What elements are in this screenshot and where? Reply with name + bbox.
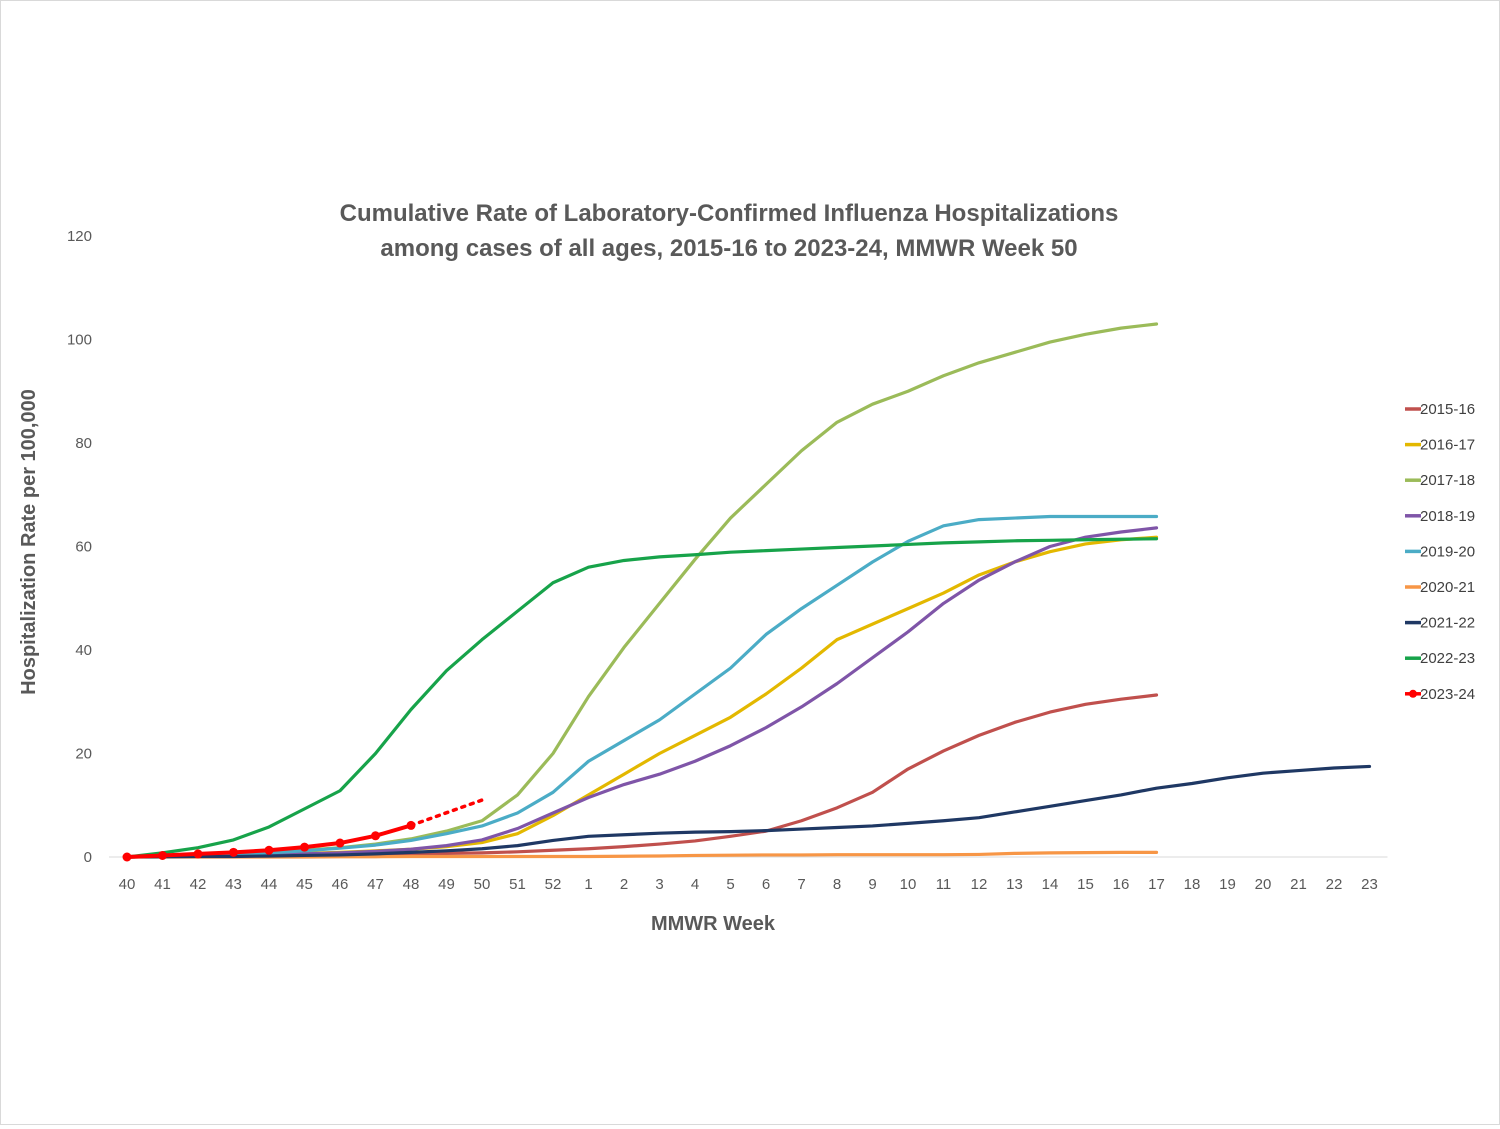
x-axis-title: MMWR Week (651, 913, 776, 935)
legend-label: 2021-22 (1420, 615, 1475, 632)
y-tick-label: 20 (75, 746, 92, 763)
legend-label: 2018-19 (1420, 508, 1475, 525)
x-tick-label: 14 (1042, 876, 1059, 893)
x-tick-label: 47 (367, 876, 384, 893)
y-tick-label: 40 (75, 642, 92, 659)
data-point (158, 851, 167, 860)
legend-item: 2021-22 (1405, 615, 1475, 632)
x-tick-label: 17 (1148, 876, 1165, 893)
chart-title-line-1: Cumulative Rate of Laboratory-Confirmed … (340, 200, 1119, 227)
x-axis-ticks: 40 41 42 43 44 45 46 47 48 49 50 51 52 1 2 3 4 5 6 7 8 9 10 11 1… (119, 876, 1378, 893)
y-tick-label: 120 (67, 228, 92, 245)
x-tick-label: 13 (1006, 876, 1023, 893)
series-line (127, 528, 1157, 857)
data-point (229, 848, 238, 857)
x-tick-label: 11 (936, 876, 952, 893)
series-lines (123, 324, 1370, 862)
legend-label: 2022-23 (1420, 650, 1475, 667)
data-point (300, 843, 309, 852)
data-point (265, 846, 274, 855)
x-tick-label: 5 (726, 876, 734, 893)
x-tick-label: 42 (190, 876, 207, 893)
x-tick-label: 8 (833, 876, 841, 893)
series-line (127, 324, 1157, 857)
chart-title-line-2: among cases of all ages, 2015-16 to 2023… (380, 235, 1077, 262)
series-2022-23 (127, 539, 1157, 857)
legend-item: 2017-18 (1405, 472, 1475, 489)
x-tick-label: 15 (1077, 876, 1094, 893)
y-tick-label: 60 (75, 539, 92, 556)
x-tick-label: 4 (691, 876, 699, 893)
y-axis-ticks: 0 20 40 60 80 100 120 (67, 228, 92, 866)
x-tick-label: 51 (509, 876, 526, 893)
data-point (371, 831, 380, 840)
legend-label: 2016-17 (1420, 437, 1475, 454)
data-point (123, 853, 132, 862)
legend-label: 2020-21 (1420, 579, 1475, 596)
data-point (194, 849, 203, 858)
chart-title: Cumulative Rate of Laboratory-Confirmed … (340, 200, 1119, 262)
x-tick-label: 50 (474, 876, 491, 893)
x-tick-label: 10 (900, 876, 917, 893)
x-tick-label: 7 (797, 876, 805, 893)
legend-label: 2015-16 (1420, 401, 1475, 418)
series-line (127, 537, 1157, 857)
y-tick-label: 0 (84, 849, 92, 866)
legend-label: 2019-20 (1420, 543, 1475, 560)
x-tick-label: 3 (655, 876, 663, 893)
x-tick-label: 23 (1361, 876, 1378, 893)
legend-item: 2023-24 (1405, 686, 1475, 703)
x-tick-label: 48 (403, 876, 420, 893)
series-2018-19 (127, 528, 1157, 857)
x-tick-label: 41 (154, 876, 171, 893)
x-tick-label: 49 (438, 876, 455, 893)
x-tick-label: 46 (332, 876, 349, 893)
x-tick-label: 20 (1255, 876, 1272, 893)
data-point (336, 839, 345, 848)
x-tick-label: 16 (1113, 876, 1130, 893)
x-tick-label: 12 (971, 876, 988, 893)
legend-item: 2018-19 (1405, 508, 1475, 525)
x-tick-label: 43 (225, 876, 242, 893)
x-tick-label: 9 (868, 876, 876, 893)
legend: 2015-16 2016-17 2017-18 2018-19 2019-20 2020-… (1405, 401, 1475, 703)
x-tick-label: 21 (1290, 876, 1307, 893)
series-2016-17 (127, 537, 1157, 857)
x-tick-label: 22 (1326, 876, 1343, 893)
projection-line (411, 800, 482, 825)
legend-item: 2020-21 (1405, 579, 1475, 596)
y-tick-label: 100 (67, 332, 92, 349)
series-line (127, 766, 1370, 857)
x-tick-label: 6 (762, 876, 770, 893)
legend-item: 2019-20 (1405, 543, 1475, 560)
legend-label: 2017-18 (1420, 472, 1475, 489)
x-tick-label: 1 (584, 876, 592, 893)
x-tick-label: 2 (620, 876, 628, 893)
legend-item: 2015-16 (1405, 401, 1475, 418)
x-tick-label: 18 (1184, 876, 1201, 893)
x-tick-label: 44 (261, 876, 278, 893)
legend-item: 2022-23 (1405, 650, 1475, 667)
series-2017-18 (127, 324, 1157, 857)
y-tick-label: 80 (75, 435, 92, 452)
x-tick-label: 45 (296, 876, 313, 893)
legend-label: 2023-24 (1420, 686, 1475, 703)
x-tick-label: 19 (1219, 876, 1236, 893)
legend-item: 2016-17 (1405, 437, 1475, 454)
legend-marker (1409, 690, 1417, 698)
series-line (127, 539, 1157, 857)
series-2021-22 (127, 766, 1370, 857)
x-tick-label: 52 (545, 876, 562, 893)
x-tick-label: 40 (119, 876, 136, 893)
y-axis-title: Hospitalization Rate per 100,000 (18, 389, 40, 695)
